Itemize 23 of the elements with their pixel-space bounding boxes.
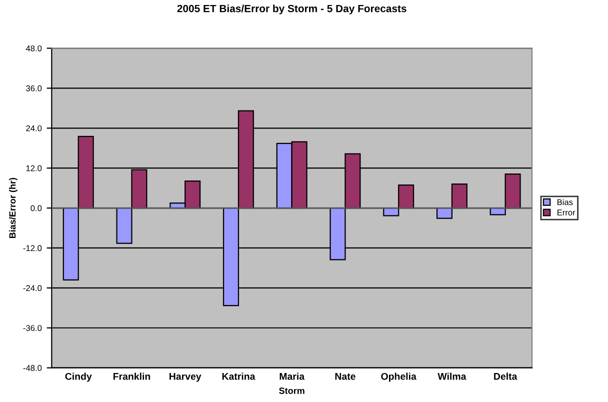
y-tick-label: -12.0 [23,245,42,252]
y-tick-label: -48.0 [23,365,42,371]
x-tick-label: Delta [494,372,518,380]
y-tick-label: 0.0 [30,205,42,212]
x-tick-label: Harvey [170,373,202,382]
x-tick-label: Wilma [438,372,466,380]
x-tick-label: Franklin [113,372,150,380]
x-axis-title: Storm [279,388,304,394]
y-tick-label: 12.0 [26,165,42,172]
x-tick-label: Ophelia [381,372,416,382]
chart-title: 2005 ET Bias/Error by Storm - 5 Day Forecasts [177,4,406,14]
y-tick-label: 24.0 [26,125,42,132]
x-tick-label: Katrina [222,372,256,380]
legend-label: Error [557,210,576,216]
x-tick-label: Nate [335,373,356,380]
y-tick-label: -36.0 [23,325,42,331]
x-tick-label: Maria [280,372,305,380]
x-tick-label: Cindy [65,372,92,382]
y-tick-label: 36.0 [26,85,42,92]
y-axis-title: Bias/Error (hr) [8,178,18,238]
y-tick-label: 48.0 [26,45,42,52]
y-tick-label: -24.0 [23,285,42,292]
legend-label: Bias [557,199,573,206]
